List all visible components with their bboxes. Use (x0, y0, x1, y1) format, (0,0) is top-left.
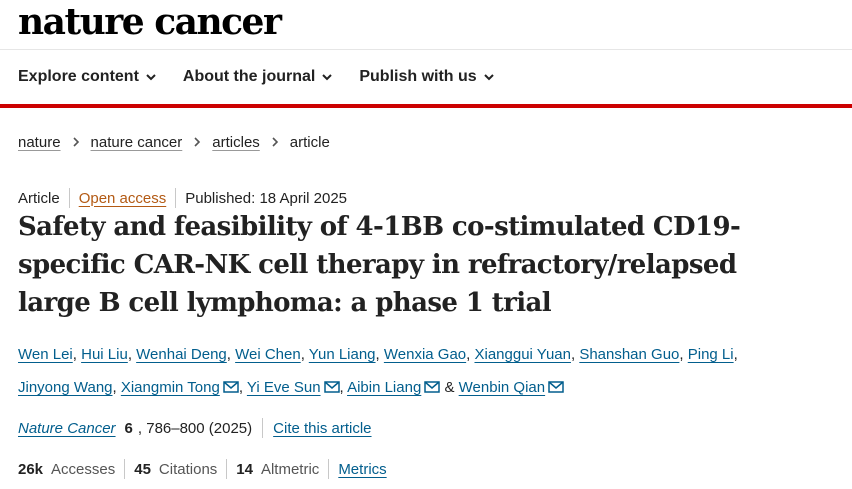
nav-about-journal-label: About the journal (182, 68, 316, 85)
author-link[interactable]: Xiangmin Tong (120, 379, 220, 396)
cite-this-article-link[interactable]: Cite this article (273, 419, 372, 437)
nav-explore-content-label: Explore content (18, 68, 139, 85)
chevron-down-icon (146, 74, 156, 81)
accesses-count: 26k (18, 460, 44, 478)
author-separator: , (466, 346, 471, 363)
citation-line: Nature Cancer 6 , 786–800 (2025) Cite th… (18, 418, 372, 438)
author-link[interactable]: Shanshan Guo (579, 346, 680, 363)
meta-divider (175, 188, 177, 208)
author-separator: , (300, 346, 305, 363)
breadcrumb-articles[interactable]: articles (212, 133, 260, 151)
author-link[interactable]: Jinyong Wang (18, 379, 113, 396)
breadcrumb: nature nature cancer articles article (18, 132, 330, 152)
author-and: & (444, 379, 455, 396)
breadcrumb-current: article (289, 133, 330, 151)
author-link[interactable]: Ping Li (687, 346, 734, 363)
author-separator: , (226, 346, 231, 363)
author-link[interactable]: Xianggui Yuan (474, 346, 571, 363)
header-divider (0, 49, 852, 50)
metrics-divider (124, 459, 126, 479)
author-link[interactable]: Wenbin Qian (458, 379, 546, 396)
author-link[interactable]: Wen Lei (18, 346, 73, 363)
email-icon[interactable] (548, 372, 564, 393)
nav-publish-with-us-label: Publish with us (359, 68, 477, 85)
chevron-right-icon (194, 137, 201, 147)
author-separator: , (733, 346, 738, 363)
email-icon[interactable] (223, 372, 239, 393)
author-separator: , (679, 346, 684, 363)
chevron-down-icon (322, 74, 333, 81)
breadcrumb-nature-cancer[interactable]: nature cancer (90, 133, 183, 151)
altmetric-label: Altmetric (260, 460, 320, 478)
author-separator: , (112, 379, 117, 396)
author-list: Wen Lei, Hui Liu, Wenhai Deng, Wei Chen,… (18, 338, 818, 404)
accesses-label: Accesses (51, 460, 116, 478)
author-link[interactable]: Wenhai Deng (136, 346, 227, 363)
email-icon[interactable] (323, 372, 340, 393)
article-type: Article (18, 189, 60, 207)
breadcrumb-nature[interactable]: nature (18, 133, 61, 151)
metrics-divider (226, 459, 228, 479)
metrics-divider (328, 459, 330, 479)
journal-name-link[interactable]: Nature Cancer (18, 419, 116, 437)
author-link[interactable]: Wei Chen (235, 346, 301, 363)
author-link[interactable]: Yi Eve Sun (246, 379, 321, 396)
altmetric-count: 14 (236, 460, 253, 478)
journal-logo[interactable]: nature cancer (18, 1, 282, 43)
author-separator: , (339, 379, 344, 396)
volume-number: 6 (124, 419, 133, 437)
main-nav: Explore content About the journal Publis… (18, 66, 521, 88)
author-separator: , (375, 346, 380, 363)
article-meta: Article Open access Published: 18 April … (18, 188, 347, 208)
citations-count: 45 (134, 460, 151, 478)
chevron-down-icon (483, 74, 494, 81)
article-title: Safety and feasibility of 4-1BB co-stimu… (18, 212, 741, 318)
open-access-link[interactable]: Open access (78, 189, 167, 207)
nav-explore-content[interactable]: Explore content (18, 66, 157, 88)
author-separator: , (570, 346, 576, 363)
nav-about-journal[interactable]: About the journal (183, 66, 333, 88)
chevron-right-icon (72, 137, 79, 147)
meta-divider (68, 188, 70, 208)
author-link[interactable]: Yun Liang (308, 346, 376, 363)
citations-label: Citations (158, 460, 218, 478)
header-accent-bar (0, 104, 852, 108)
author-separator: , (127, 346, 132, 363)
published-date: Published: 18 April 2025 (185, 189, 348, 207)
metrics-link[interactable]: Metrics (338, 460, 387, 478)
email-icon[interactable] (424, 372, 441, 393)
author-link[interactable]: Wenxia Gao (383, 346, 467, 363)
author-separator: , (72, 346, 77, 363)
chevron-right-icon (272, 137, 278, 147)
nav-publish-with-us[interactable]: Publish with us (359, 66, 494, 88)
article-metrics: 26k Accesses 45 Citations 14 Altmetric M… (18, 459, 387, 479)
author-link[interactable]: Aibin Liang (347, 379, 422, 396)
page-range: , 786–800 (2025) (137, 419, 253, 437)
author-separator: , (238, 379, 243, 396)
author-link[interactable]: Hui Liu (81, 346, 128, 363)
citation-divider (262, 418, 264, 438)
